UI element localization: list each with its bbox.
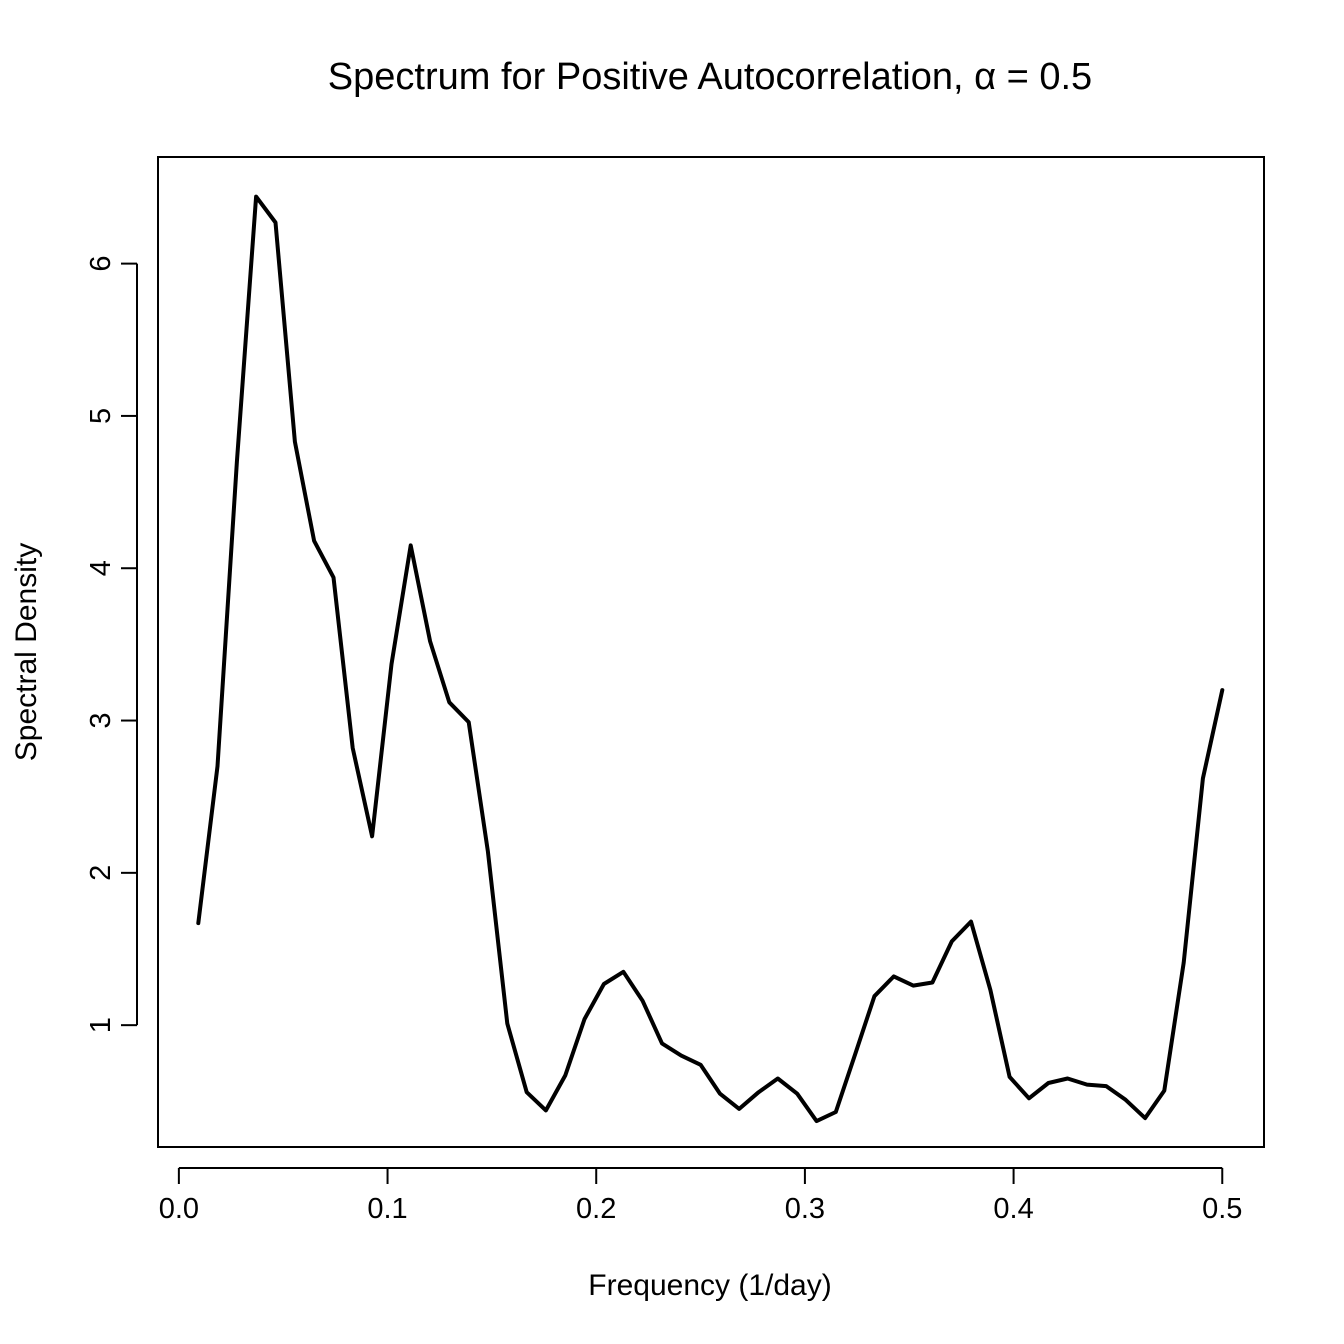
- x-tick-label: 0.4: [993, 1193, 1033, 1225]
- y-tick-label: 4: [85, 560, 117, 576]
- chart-title: Spectrum for Positive Autocorrelation, α…: [328, 56, 1092, 98]
- x-axis-title: Frequency (1/day): [588, 1269, 831, 1302]
- y-tick-label: 3: [85, 712, 117, 728]
- x-tick-label: 0.5: [1202, 1193, 1242, 1225]
- x-tick-label: 0.0: [159, 1193, 199, 1225]
- y-tick-label: 2: [85, 865, 117, 881]
- plot-frame: [157, 156, 1265, 1148]
- x-tick-label: 0.1: [367, 1193, 407, 1225]
- x-tick-label: 0.3: [785, 1193, 825, 1225]
- y-tick-label: 6: [85, 256, 117, 272]
- x-tick-label: 0.2: [576, 1193, 616, 1225]
- spectral-density-line: [196, 194, 1225, 1124]
- y-tick-label: 5: [85, 408, 117, 424]
- y-axis: 1 2 3 4 5 6: [85, 256, 138, 1033]
- y-axis-title: Spectral Density: [10, 543, 43, 761]
- x-axis: 0.0 0.1 0.2 0.3 0.4 0.5: [159, 1167, 1242, 1225]
- y-tick-label: 1: [85, 1017, 117, 1033]
